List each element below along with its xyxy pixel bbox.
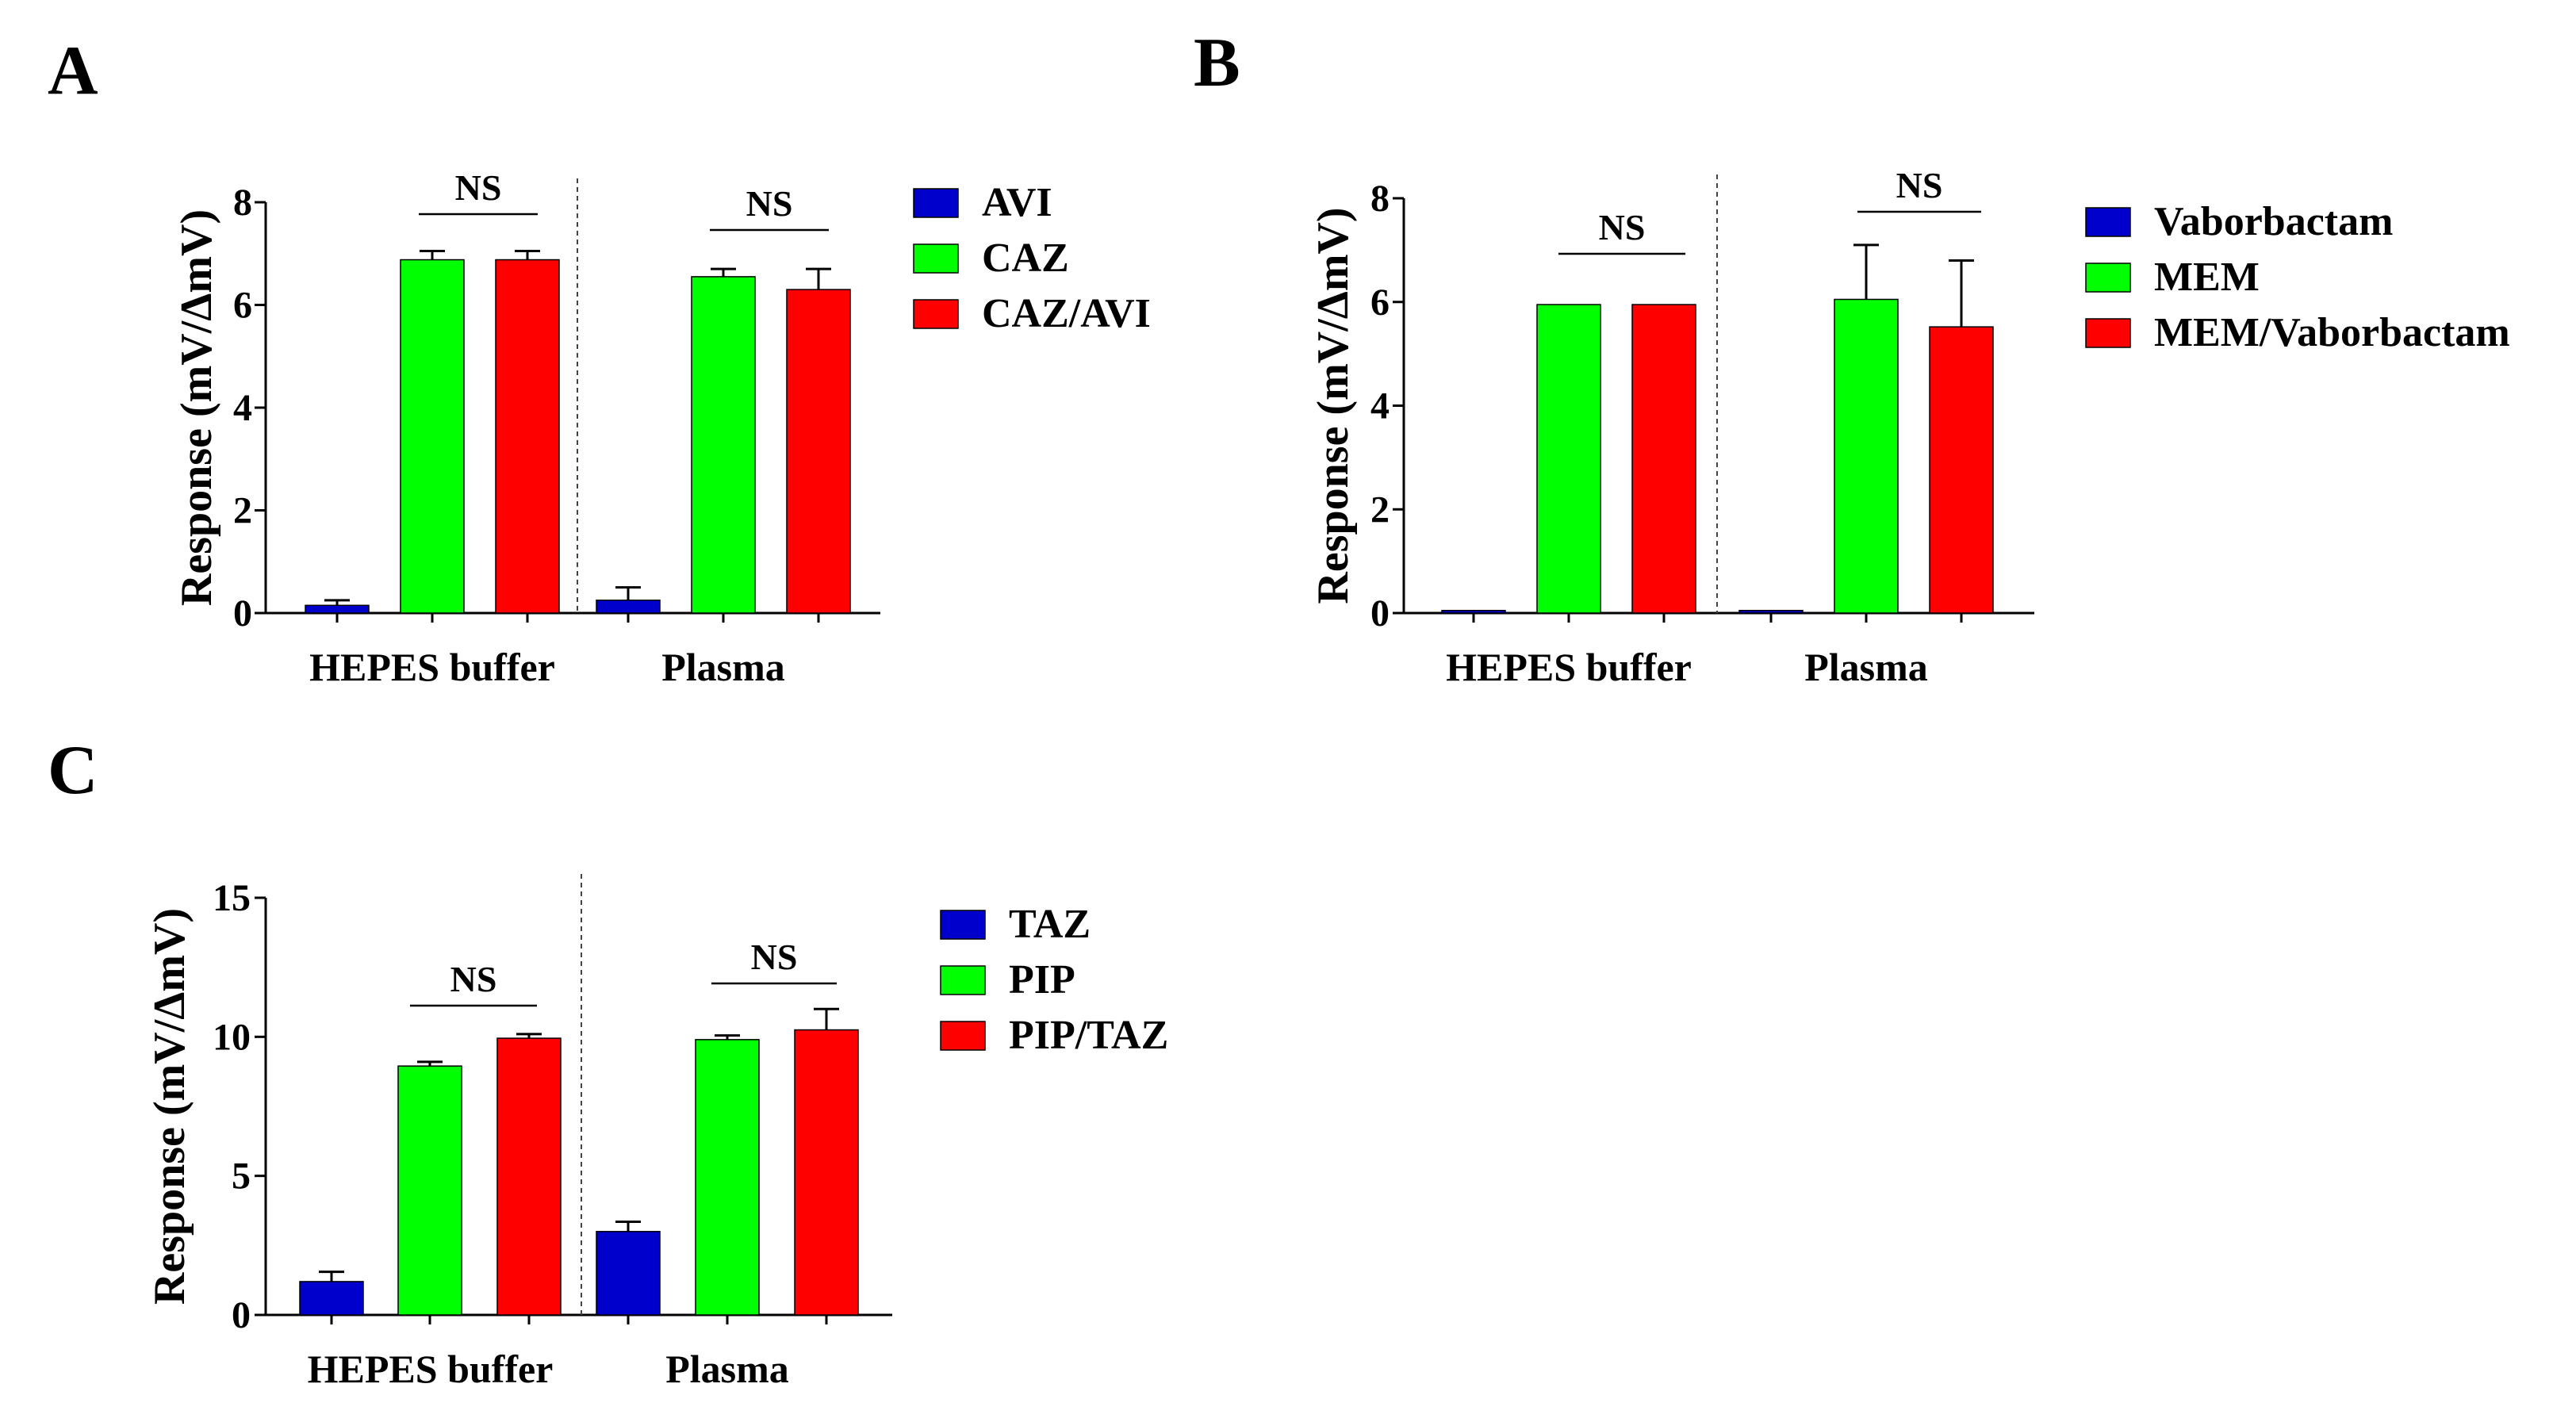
legend-swatch — [940, 965, 986, 995]
legend-swatch — [913, 299, 959, 329]
x-category-label: HEPES buffer — [309, 645, 555, 689]
panel-b: B 0 2 4 6 8 Response (mV/ΔmV) HEPES buffer NS Pla… — [1194, 25, 2510, 689]
bar-mem-vaborbactam-0 — [1631, 304, 1696, 614]
bar-mem-1 — [1834, 298, 1899, 614]
bar-caz-1 — [691, 276, 756, 614]
y-tick-label: 2 — [233, 490, 252, 532]
y-axis-label: Response (mV/ΔmV) — [1309, 207, 1358, 604]
y-tick-label: 0 — [232, 1294, 251, 1336]
y-tick-label: 6 — [233, 285, 252, 327]
bar-avi-1 — [596, 600, 661, 614]
bar-mem-0 — [1536, 304, 1601, 614]
y-axis-label: Response (mV/ΔmV) — [145, 908, 194, 1305]
bar-taz-1 — [596, 1231, 661, 1316]
legend-label: MEM — [2154, 255, 2260, 300]
bar-pip-0 — [397, 1065, 462, 1316]
bar-caz-0 — [400, 259, 465, 614]
panel-c: C 0 5 10 15 Response (mV/ΔmV) HEPES buffer NS Pl… — [48, 732, 1168, 1391]
legend-label: TAZ — [1009, 902, 1091, 947]
legend-swatch — [2085, 207, 2131, 237]
y-tick-label: 0 — [233, 592, 252, 634]
y-tick-label: 8 — [233, 182, 252, 224]
panel-letter: A — [48, 33, 98, 109]
legend-label: Vaborbactam — [2154, 199, 2393, 244]
legend-label: PIP/TAZ — [1009, 1013, 1168, 1058]
legend-swatch — [940, 910, 986, 940]
significance-label: NS — [455, 167, 502, 208]
legend-label: CAZ — [982, 236, 1069, 281]
legend-swatch — [2085, 263, 2131, 293]
y-tick-label: 2 — [1370, 489, 1390, 531]
y-tick-label: 5 — [232, 1156, 251, 1198]
legend-label: CAZ/AVI — [982, 291, 1151, 336]
significance-label: NS — [1599, 207, 1646, 247]
y-axis-label: Response (mV/ΔmV) — [172, 209, 221, 606]
bar-vaborbactam-0 — [1441, 609, 1506, 614]
panel-a: A 0 2 4 6 8 Response (mV/ΔmV) HEPES buffer NS Pla… — [48, 33, 1151, 689]
bar-pip-taz-0 — [496, 1037, 562, 1316]
x-category-label: Plasma — [665, 1347, 789, 1391]
y-tick-label: 6 — [1370, 282, 1390, 324]
bar-avi-0 — [305, 604, 370, 614]
legend-swatch — [913, 243, 959, 274]
y-tick-label: 4 — [1370, 385, 1390, 427]
bar-mem-vaborbactam-1 — [1929, 326, 1994, 614]
y-tick-label: 0 — [1370, 592, 1390, 634]
y-tick-label: 15 — [213, 877, 251, 919]
legend-swatch — [940, 1021, 986, 1051]
legend-label: PIP — [1009, 957, 1075, 1002]
panel-letter: B — [1194, 25, 1240, 102]
significance-label: NS — [746, 183, 793, 224]
significance-label: NS — [1896, 165, 1943, 205]
legend-swatch — [2085, 318, 2131, 348]
bar-taz-0 — [299, 1281, 364, 1316]
bar-pip-taz-1 — [794, 1029, 859, 1316]
x-category-label: Plasma — [661, 645, 785, 689]
x-category-label: HEPES buffer — [308, 1347, 554, 1391]
significance-label: NS — [751, 937, 798, 977]
bar-caz-avi-0 — [495, 259, 560, 614]
x-category-label: Plasma — [1804, 645, 1928, 689]
legend-swatch — [913, 188, 959, 218]
x-category-label: HEPES buffer — [1446, 645, 1692, 689]
bar-caz-avi-1 — [786, 289, 851, 614]
legend-label: AVI — [982, 180, 1052, 225]
panel-letter: C — [48, 732, 98, 809]
bar-pip-1 — [695, 1039, 760, 1316]
y-tick-label: 8 — [1370, 178, 1390, 220]
y-tick-label: 4 — [233, 387, 252, 429]
bar-vaborbactam-1 — [1738, 609, 1804, 614]
y-tick-label: 10 — [213, 1016, 251, 1058]
legend-label: MEM/Vaborbactam — [2154, 310, 2510, 355]
significance-label: NS — [450, 959, 497, 999]
